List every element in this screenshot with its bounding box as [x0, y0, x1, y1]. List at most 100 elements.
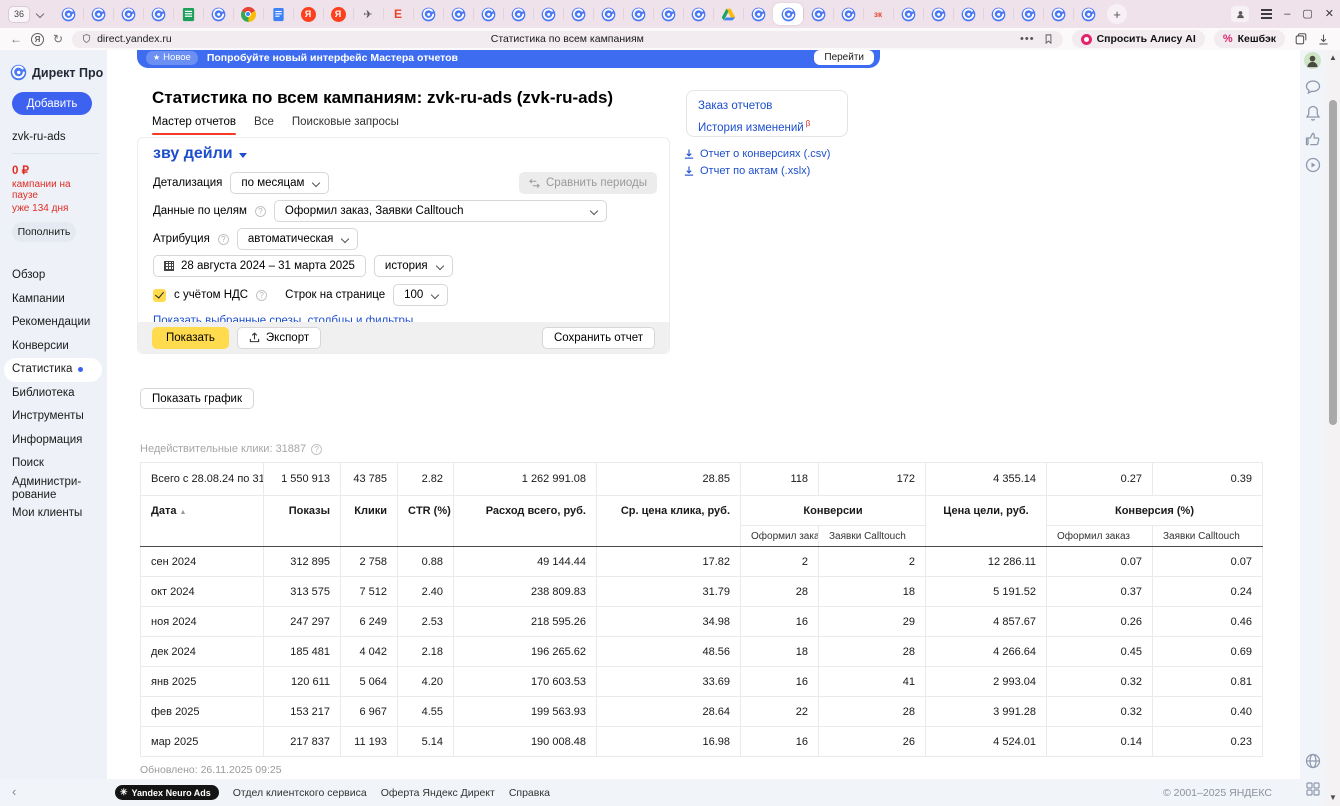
col-subheader[interactable]: Заявки Calltouch: [818, 525, 926, 547]
show-button[interactable]: Показать: [152, 326, 229, 349]
browser-tab-direct[interactable]: [413, 3, 443, 25]
grid-apps-icon[interactable]: [1304, 780, 1322, 798]
window-maximize-button[interactable]: ▢: [1302, 7, 1313, 20]
client-service-link[interactable]: Отдел клиентского сервиса: [232, 786, 367, 799]
browser-tab-zk[interactable]: зк: [863, 3, 893, 25]
scroll-down-icon[interactable]: ▼: [1329, 793, 1337, 802]
window-minimize-button[interactable]: –: [1284, 7, 1291, 20]
change-history-link[interactable]: История изменений β: [698, 115, 847, 137]
col-header[interactable]: Клики: [340, 495, 398, 547]
browser-tab-direct[interactable]: [503, 3, 533, 25]
browser-tab-direct[interactable]: [953, 3, 983, 25]
col-header-date[interactable]: Дата ▲: [140, 495, 264, 547]
tab-counter-chevron-icon[interactable]: [33, 7, 47, 21]
browser-tab-direct[interactable]: [653, 3, 683, 25]
chat-icon[interactable]: [1304, 78, 1322, 96]
browser-tab-direct[interactable]: [1013, 3, 1043, 25]
browser-tab-direct[interactable]: [473, 3, 503, 25]
col-header[interactable]: CTR (%): [397, 495, 454, 547]
avatar[interactable]: [1304, 52, 1321, 69]
browser-tab-direct[interactable]: [1073, 3, 1103, 25]
browser-tab-ya[interactable]: Я: [293, 3, 323, 25]
browser-tab-ya[interactable]: Я: [323, 3, 353, 25]
browser-tab-direct[interactable]: [143, 3, 173, 25]
browser-tab-direct[interactable]: [83, 3, 113, 25]
tab-all[interactable]: Все: [254, 116, 274, 128]
browser-tab-direct[interactable]: [983, 3, 1013, 25]
goals-select[interactable]: Оформил заказ, Заявки Calltouch: [273, 200, 607, 222]
sidebar-item[interactable]: Мои клиенты: [0, 502, 107, 526]
browser-tab-direct[interactable]: [563, 3, 593, 25]
vat-checkbox[interactable]: [153, 288, 166, 302]
sidebar-item[interactable]: Поиск: [0, 452, 107, 476]
address-field[interactable]: direct.yandex.ru Статистика по всем камп…: [72, 30, 1063, 48]
site-security-icon[interactable]: [81, 33, 92, 45]
window-close-button[interactable]: ✕: [1324, 7, 1334, 20]
tab-report-wizard[interactable]: Мастер отчетов: [152, 116, 237, 135]
tab-counter[interactable]: 36: [8, 5, 30, 23]
tab-search-queries[interactable]: Поисковые запросы: [291, 116, 399, 128]
browser-tab-direct[interactable]: [443, 3, 473, 25]
browser-tab-drive[interactable]: [713, 3, 743, 25]
scrollbar[interactable]: ▲ ▼: [1326, 50, 1340, 806]
scroll-up-icon[interactable]: ▲: [1329, 53, 1337, 62]
tab-panel-menu-icon[interactable]: [1261, 9, 1273, 19]
scrollbar-thumb[interactable]: [1329, 100, 1337, 425]
yandex-home-button[interactable]: Я: [31, 32, 44, 46]
browser-tab-direct[interactable]: [1043, 3, 1073, 25]
help-link[interactable]: Справка: [508, 786, 551, 799]
back-button[interactable]: ←: [10, 32, 22, 46]
browser-tab-e[interactable]: E: [383, 3, 413, 25]
yandex-neuro-ads-badge[interactable]: ✳ Yandex Neuro Ads: [115, 785, 219, 800]
col-header[interactable]: Ср. цена клика, руб.: [596, 495, 741, 547]
browser-tab-direct[interactable]: [743, 3, 773, 25]
cashback-button[interactable]: % Кешбэк: [1213, 30, 1285, 48]
save-report-button[interactable]: Сохранить отчет: [541, 326, 655, 349]
col-subheader[interactable]: Оформил заказ: [740, 525, 819, 547]
browser-tab-plane[interactable]: ✈: [353, 3, 383, 25]
order-reports-link[interactable]: Заказ отчетов: [698, 100, 773, 112]
date-range-button[interactable]: 28 августа 2024 – 31 марта 2025: [153, 255, 366, 277]
browser-tab-direct[interactable]: [833, 3, 863, 25]
browser-tab-direct[interactable]: [203, 3, 233, 25]
browser-tab-direct[interactable]: [683, 3, 713, 25]
col-subheader[interactable]: Заявки Calltouch: [1152, 525, 1263, 547]
direct-pro-logo[interactable]: Директ Про: [10, 64, 107, 81]
report-name-dropdown[interactable]: зву дейли: [138, 138, 669, 163]
sidebar-collapse-icon[interactable]: ‹: [12, 784, 17, 799]
detail-select[interactable]: по месяцам: [230, 172, 330, 194]
browser-tab-direct[interactable]: [53, 3, 83, 25]
banner-go-button[interactable]: Перейти: [814, 50, 874, 65]
conversions-report-link[interactable]: Отчет о конверсиях (.csv): [683, 148, 830, 160]
info-icon[interactable]: ?: [217, 233, 229, 245]
compare-periods-button[interactable]: Сравнить периоды: [519, 172, 657, 194]
browser-tab-direct[interactable]: [113, 3, 143, 25]
browser-tab-direct-active[interactable]: [773, 3, 803, 25]
browser-tab-direct[interactable]: [893, 3, 923, 25]
offer-link[interactable]: Оферта Яндекс Директ: [380, 786, 495, 799]
refresh-button[interactable]: ↻: [53, 32, 64, 46]
sidebar-item[interactable]: Библиотека: [0, 382, 107, 406]
info-icon[interactable]: ?: [256, 289, 268, 301]
new-tab-button[interactable]: +: [1107, 4, 1127, 24]
globe-icon[interactable]: [1304, 752, 1322, 770]
bookmark-icon[interactable]: [1043, 33, 1054, 45]
alice-button[interactable]: Спросить Алису AI: [1071, 30, 1205, 48]
history-select[interactable]: история: [373, 255, 453, 277]
browser-tab-direct[interactable]: [533, 3, 563, 25]
info-icon[interactable]: ?: [311, 443, 323, 455]
collections-icon[interactable]: [1294, 32, 1308, 46]
play-icon[interactable]: [1304, 156, 1322, 174]
browser-tab-direct[interactable]: [803, 3, 833, 25]
attribution-select[interactable]: автоматическая: [236, 228, 359, 250]
sidebar-item[interactable]: Информация: [0, 429, 107, 453]
browser-tab-direct[interactable]: [623, 3, 653, 25]
col-subheader[interactable]: Оформил заказ: [1046, 525, 1153, 547]
sidebar-item[interactable]: Рекомендации: [0, 311, 107, 335]
col-header[interactable]: Расход всего, руб.: [453, 495, 597, 547]
info-icon[interactable]: ?: [254, 205, 266, 217]
bell-icon[interactable]: [1304, 104, 1322, 122]
sidebar-item[interactable]: Обзор: [0, 264, 107, 288]
show-chart-button[interactable]: Показать график: [140, 388, 254, 409]
col-header-goal-cost[interactable]: Цена цели, руб.: [925, 495, 1047, 547]
